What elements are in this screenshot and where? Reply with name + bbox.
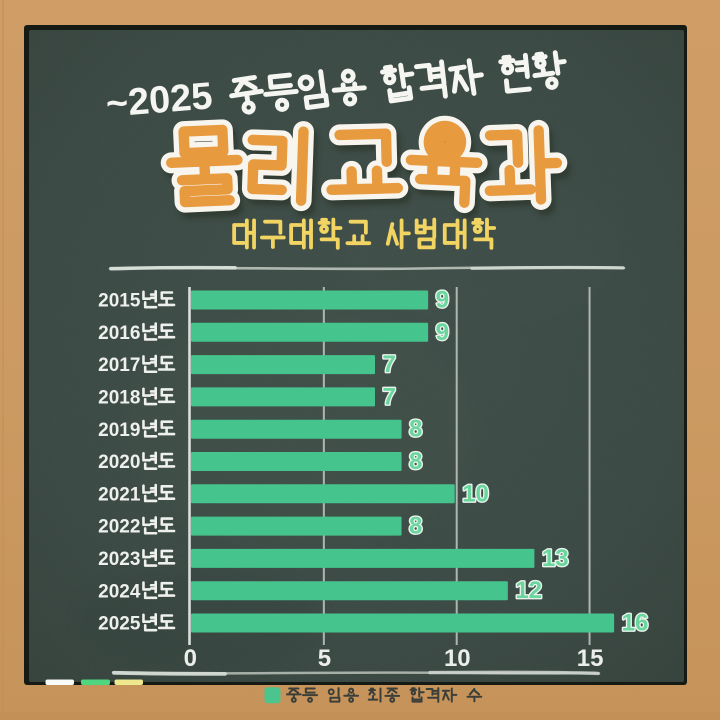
svg-text:2022: 2022: [98, 517, 140, 538]
svg-text:10: 10: [444, 645, 471, 672]
svg-text:8: 8: [409, 448, 422, 475]
svg-text:2025: 2025: [98, 614, 141, 635]
svg-text:2017: 2017: [98, 355, 140, 376]
svg-text:15: 15: [577, 645, 604, 672]
svg-text:7: 7: [382, 383, 395, 410]
svg-text:5: 5: [318, 645, 331, 672]
svg-text:2023: 2023: [98, 549, 140, 570]
svg-text:8: 8: [409, 513, 422, 540]
svg-text:~2025: ~2025: [104, 75, 214, 125]
svg-text:2021: 2021: [98, 484, 141, 505]
svg-text:13: 13: [542, 545, 569, 572]
svg-text:2015: 2015: [98, 291, 141, 312]
svg-text:9: 9: [436, 287, 449, 314]
svg-text:9: 9: [436, 319, 449, 346]
svg-text:2018: 2018: [98, 388, 140, 409]
svg-text:2020: 2020: [98, 452, 140, 473]
svg-text:10: 10: [462, 480, 489, 507]
svg-text:2016: 2016: [98, 323, 140, 344]
svg-text:0: 0: [184, 645, 197, 672]
svg-text:16: 16: [622, 610, 649, 637]
svg-text:2019: 2019: [98, 420, 140, 441]
svg-text:2024: 2024: [98, 581, 141, 602]
svg-text:7: 7: [382, 351, 395, 378]
svg-text:12: 12: [515, 577, 542, 604]
svg-text:8: 8: [409, 416, 422, 443]
